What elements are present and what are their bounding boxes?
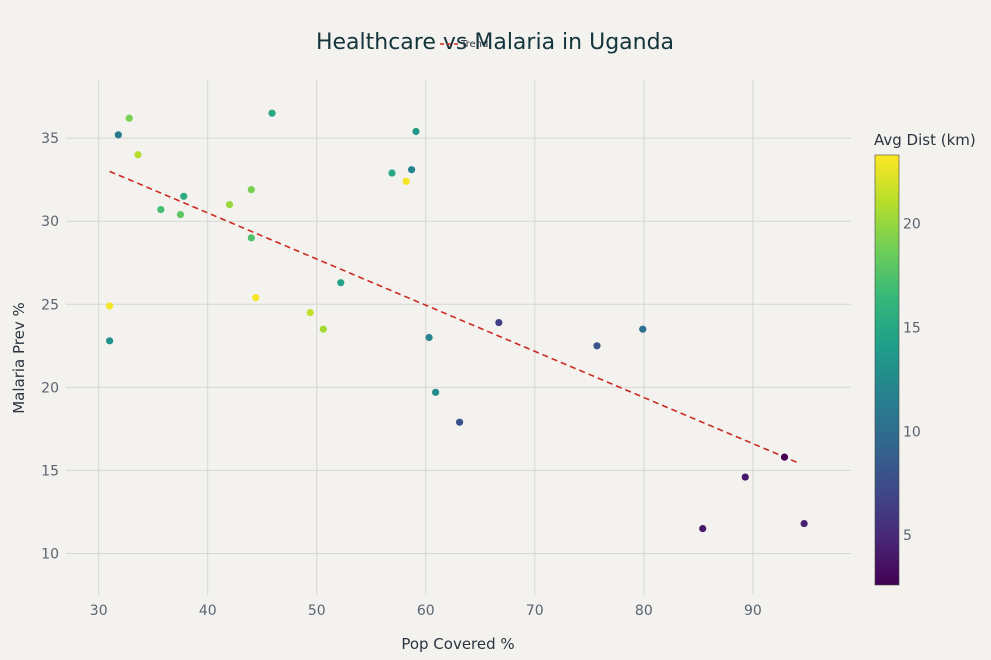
- y-tick-labels: 10 15 20 25 30 35: [41, 131, 59, 562]
- scatter-point: [114, 131, 122, 139]
- y-axis-label: Malaria Prev %: [10, 302, 28, 414]
- colorbar-tick-labels: 5 10 15 20: [903, 217, 921, 545]
- data-points: [106, 109, 808, 533]
- x-tick-label: 80: [635, 603, 653, 619]
- trend-line: [109, 170, 797, 463]
- scatter-point: [176, 210, 185, 219]
- x-tick-labels: 30 40 50 60 70 80 90: [90, 603, 762, 619]
- scatter-point: [402, 177, 410, 185]
- scatter-point: [639, 325, 647, 333]
- scatter-point: [247, 234, 255, 242]
- scatter-point: [247, 186, 255, 194]
- scatter-point: [106, 302, 114, 310]
- colorbar-tick-label: 15: [903, 320, 921, 336]
- scatter-point: [125, 114, 133, 122]
- y-tick-label: 20: [41, 380, 59, 396]
- scatter-point: [455, 418, 464, 426]
- x-axis-label: Pop Covered %: [401, 635, 514, 653]
- scatter-point: [268, 109, 276, 117]
- colorbar-tick-label: 5: [903, 528, 912, 544]
- colorbar-tick-label: 10: [903, 424, 921, 440]
- scatter-point: [337, 279, 345, 287]
- x-tick-label: 40: [199, 603, 217, 619]
- scatter-point: [157, 205, 165, 214]
- scatter-point: [412, 127, 420, 136]
- chart-title: Healthcare vs Malaria in Uganda: [316, 30, 674, 55]
- legend-trend-label: Trend: [460, 39, 488, 50]
- scatter-point: [252, 294, 260, 302]
- scatter-point: [180, 192, 188, 200]
- scatter-point: [319, 325, 327, 333]
- scatter-point: [225, 200, 234, 209]
- scatter-point: [800, 519, 808, 528]
- y-tick-label: 15: [41, 463, 59, 479]
- scatter-point: [699, 524, 707, 533]
- y-tick-label: 35: [41, 131, 59, 147]
- scatter-point: [408, 166, 416, 174]
- x-tick-label: 50: [308, 603, 326, 619]
- colorbar-title: Avg Dist (km): [874, 131, 976, 149]
- scatter-point: [306, 308, 314, 317]
- scatter-point: [495, 318, 503, 327]
- scatter-point: [780, 453, 789, 461]
- colorbar-gradient: [874, 154, 900, 586]
- scatter-point: [593, 342, 601, 350]
- y-tick-label: 10: [41, 546, 59, 562]
- scatter-point: [741, 473, 749, 481]
- x-tick-label: 30: [90, 603, 108, 619]
- x-tick-label: 70: [526, 603, 544, 619]
- y-tick-label: 30: [41, 214, 59, 230]
- legend: Trend: [440, 39, 488, 50]
- scatter-point: [106, 337, 114, 345]
- scatter-point: [134, 151, 142, 159]
- scatter-point: [388, 169, 396, 177]
- colorbar-tick-label: 20: [903, 217, 921, 233]
- grid-lines: [66, 80, 851, 595]
- colorbar: Avg Dist (km) 5 10 15 20: [874, 131, 976, 586]
- scatter-point: [425, 333, 433, 342]
- x-tick-label: 60: [417, 603, 435, 619]
- x-tick-label: 90: [744, 603, 762, 619]
- y-tick-label: 25: [41, 297, 59, 313]
- scatter-point: [432, 388, 440, 396]
